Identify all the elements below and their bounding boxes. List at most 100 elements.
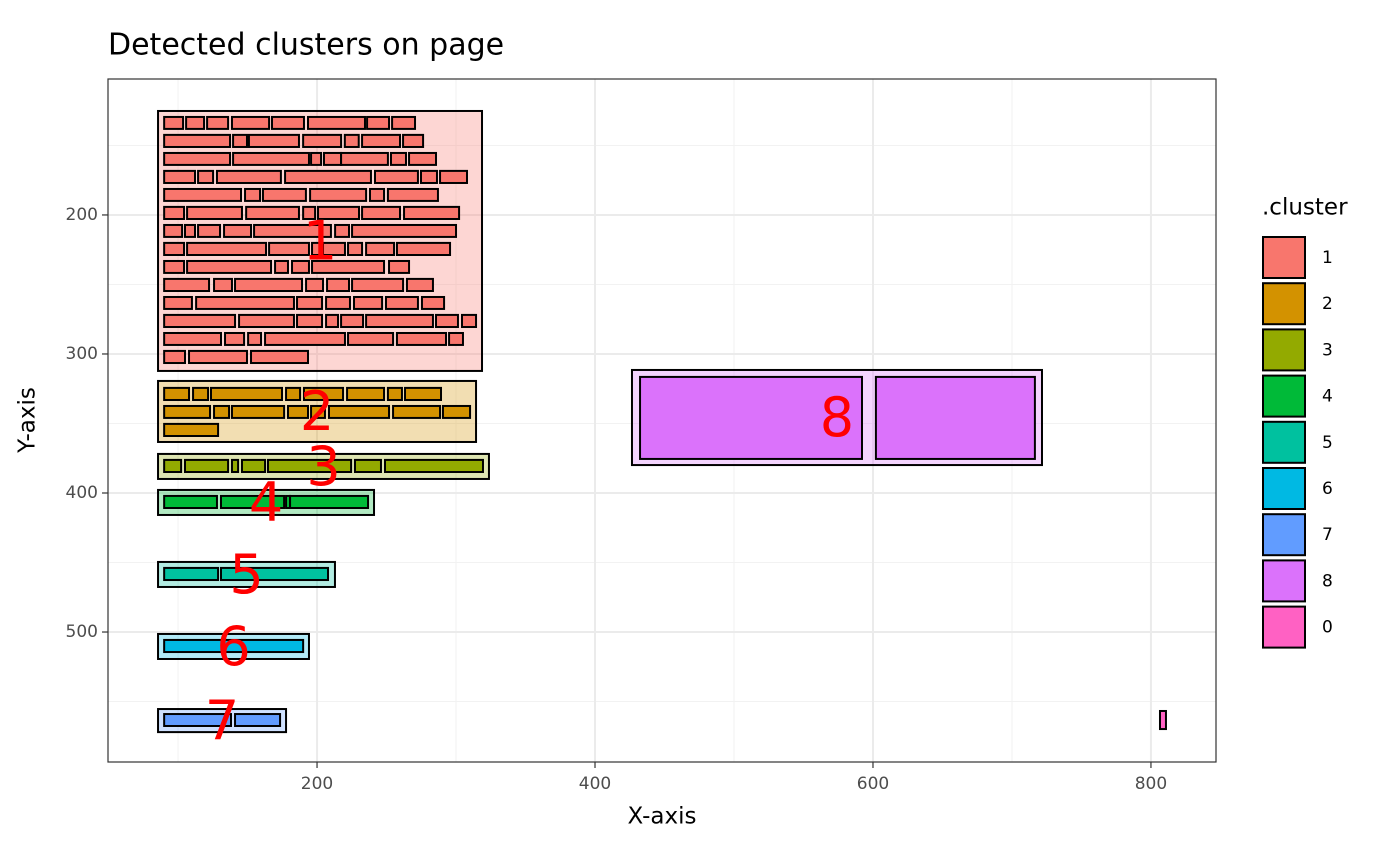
word-box: [163, 241, 186, 256]
word-box: [234, 277, 304, 293]
word-box: [266, 458, 353, 474]
word-box: [309, 187, 368, 202]
word-box: [209, 386, 284, 401]
word-box: [264, 331, 346, 346]
word-box: [268, 241, 310, 256]
word-box: [361, 133, 402, 148]
word-box: [347, 241, 364, 256]
x-tick-label: 600: [857, 774, 889, 794]
cluster-label: 6: [216, 615, 250, 678]
word-box: [195, 295, 295, 310]
word-box: [183, 458, 230, 474]
word-box: [271, 115, 305, 130]
word-box: [439, 169, 469, 184]
word-box: [215, 169, 282, 184]
word-box: [163, 295, 193, 310]
word-box: [340, 151, 389, 166]
word-box: [186, 241, 268, 256]
panel-border: [107, 78, 1217, 763]
word-box: [395, 331, 448, 346]
word-box: [224, 331, 246, 346]
word-box: [384, 458, 484, 474]
word-box: [197, 223, 222, 238]
word-box: [163, 331, 222, 346]
y-tick-label: 500: [66, 622, 98, 642]
word-box: [386, 187, 439, 202]
word-box: [403, 205, 461, 220]
word-box: [389, 151, 407, 166]
word-box: [366, 115, 391, 130]
legend-label: 5: [1322, 433, 1333, 453]
word-box: [395, 241, 452, 256]
word-box: [183, 223, 197, 238]
word-box: [163, 205, 186, 220]
word-box: [317, 205, 361, 220]
word-box: [253, 223, 332, 238]
word-box: [327, 404, 391, 419]
word-box: [163, 494, 218, 510]
word-box: [351, 223, 458, 238]
x-tick-label: 800: [1135, 774, 1167, 794]
word-box: [285, 386, 302, 401]
word-box: [435, 313, 459, 329]
word-box: [368, 187, 386, 202]
legend-label: 0: [1322, 618, 1333, 638]
word-box: [192, 386, 210, 401]
x-tick-label: 400: [579, 774, 611, 794]
word-box: [186, 205, 243, 220]
cluster-label: 5: [229, 543, 263, 606]
word-box: [384, 295, 419, 310]
word-box: [163, 259, 186, 274]
word-box: [361, 205, 402, 220]
word-box: [213, 404, 231, 419]
legend-label: 4: [1322, 387, 1333, 407]
word-box: [353, 458, 382, 474]
word-box: [325, 295, 351, 310]
word-box: [250, 349, 310, 365]
cluster-label: 1: [303, 210, 337, 273]
word-box: [188, 349, 248, 365]
word-box: [1158, 709, 1167, 731]
word-box: [219, 494, 286, 510]
x-axis-title: X-axis: [628, 804, 697, 830]
legend-label: 3: [1322, 340, 1333, 360]
word-box: [307, 115, 366, 130]
word-box: [232, 133, 248, 148]
word-box: [386, 386, 403, 401]
word-box: [405, 277, 434, 293]
word-box: [206, 115, 230, 130]
word-box: [163, 458, 183, 474]
word-box: [373, 169, 419, 184]
word-box: [163, 277, 211, 293]
word-box: [310, 151, 323, 166]
cluster-label: 8: [820, 386, 854, 449]
word-box: [230, 458, 240, 474]
word-box: [340, 313, 365, 329]
word-box: [404, 386, 443, 401]
word-box: [311, 259, 386, 274]
word-box: [197, 169, 215, 184]
word-box: [346, 386, 386, 401]
word-box: [163, 349, 186, 365]
word-box: [230, 115, 271, 130]
word-box: [460, 313, 478, 329]
legend-key: [1262, 467, 1306, 510]
word-box: [163, 313, 237, 329]
word-box: [388, 259, 411, 274]
word-box: [232, 151, 310, 166]
word-box: [408, 151, 438, 166]
legend-key: [1262, 559, 1306, 603]
chart-title: Detected clusters on page: [108, 28, 504, 63]
word-box: [441, 404, 472, 419]
word-box: [334, 223, 351, 238]
word-box: [392, 404, 442, 419]
word-box: [289, 494, 370, 510]
legend-label: 8: [1322, 571, 1333, 591]
legend-key: [1262, 328, 1306, 372]
y-tick-label: 200: [66, 205, 98, 225]
word-box: [302, 133, 343, 148]
legend-title: .cluster: [1262, 195, 1348, 221]
word-box: [365, 313, 434, 329]
legend-key: [1262, 282, 1306, 326]
